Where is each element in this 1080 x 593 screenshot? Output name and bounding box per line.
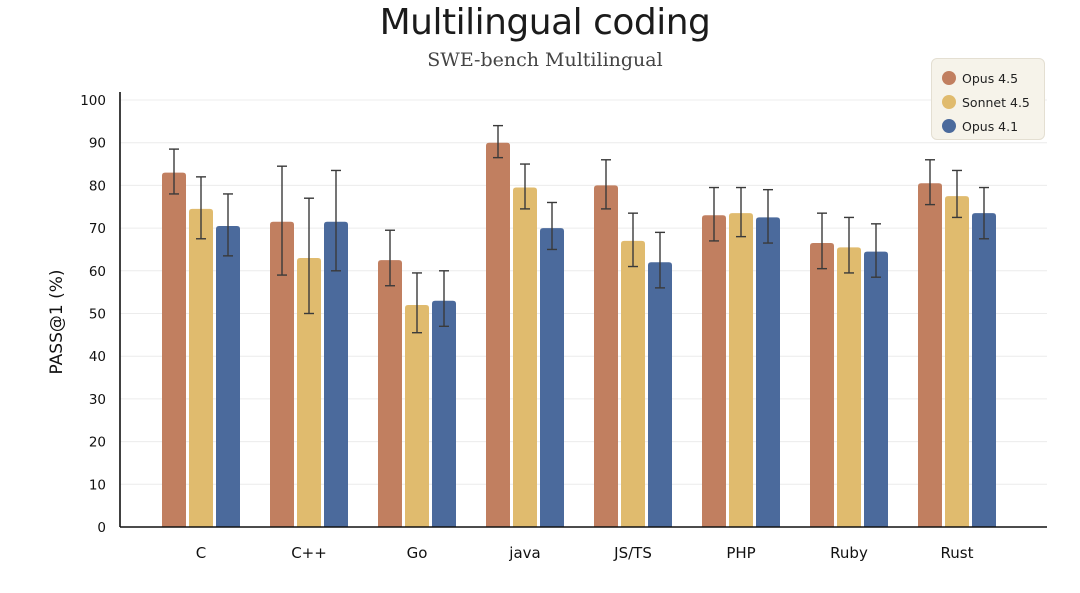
error-bar-java-opus-4-5 xyxy=(493,124,503,159)
error-bar-cplusplus-sonnet-4-5 xyxy=(304,197,314,315)
error-bar-go-sonnet-4-5 xyxy=(412,272,422,334)
error-bar-c-sonnet-4-5 xyxy=(196,176,206,240)
y-tick-label: 0 xyxy=(97,520,106,536)
x-tick-labels: C C++ Go java JS/TS PHP Ruby Rust xyxy=(196,544,974,562)
bar-java-sonnet-4-5 xyxy=(513,187,537,527)
x-tick-label-ruby: Ruby xyxy=(830,544,868,562)
y-axis-label: PASS@1 (%) xyxy=(47,269,67,374)
error-bar-c-opus-4-1 xyxy=(223,193,233,257)
bar-cplusplus-opus-4-5 xyxy=(270,221,294,527)
bar-c-opus-4-1 xyxy=(216,225,240,527)
bar-go-opus-4-1 xyxy=(432,300,456,527)
bar-cplusplus-sonnet-4-5 xyxy=(297,257,321,527)
error-bar-ruby-sonnet-4-5 xyxy=(844,216,854,274)
error-bar-go-opus-4-1 xyxy=(439,270,449,328)
bar-php-opus-4-5 xyxy=(702,215,726,528)
y-tick-labels: 0 10 20 30 40 50 60 70 80 90 100 xyxy=(80,93,106,536)
error-bar-js-ts-sonnet-4-5 xyxy=(628,212,638,268)
error-bar-go-opus-4-5 xyxy=(385,229,395,287)
error-bars xyxy=(169,124,989,334)
bar-rust-opus-4-1 xyxy=(972,213,996,527)
chart-subtitle: SWE-bench Multilingual xyxy=(427,49,663,71)
x-tick-label-java: java xyxy=(508,544,540,562)
bar-ruby-opus-4-1 xyxy=(864,251,888,527)
bar-js-ts-opus-4-5 xyxy=(594,185,618,527)
legend: Opus 4.5 Sonnet 4.5 Opus 4.1 xyxy=(931,58,1045,140)
legend-swatch-sonnet-4-5 xyxy=(942,95,956,109)
bar-js-ts-sonnet-4-5 xyxy=(621,240,645,527)
x-tick-label-php: PHP xyxy=(726,544,755,562)
bars xyxy=(162,142,996,528)
error-bar-php-opus-4-1 xyxy=(763,188,773,244)
y-tick-label: 90 xyxy=(89,136,106,152)
error-bar-ruby-opus-4-5 xyxy=(817,212,827,270)
bar-rust-sonnet-4-5 xyxy=(945,196,969,527)
bar-java-opus-4-1 xyxy=(540,228,564,527)
y-tick-label: 60 xyxy=(89,264,106,280)
error-bar-rust-sonnet-4-5 xyxy=(952,169,962,219)
legend-item-opus-4-1: Opus 4.1 xyxy=(942,114,1044,138)
error-bar-c-opus-4-5 xyxy=(169,148,179,195)
error-bar-java-sonnet-4-5 xyxy=(520,163,530,210)
legend-swatch-opus-4-1 xyxy=(942,119,956,133)
bar-ruby-sonnet-4-5 xyxy=(837,247,861,527)
bar-js-ts-opus-4-1 xyxy=(648,262,672,527)
error-bar-cplusplus-opus-4-5 xyxy=(277,165,287,276)
bar-c-opus-4-5 xyxy=(162,172,186,527)
x-tick-label-rust: Rust xyxy=(941,544,974,562)
error-bar-php-sonnet-4-5 xyxy=(736,186,746,238)
x-tick-label-go: Go xyxy=(407,544,428,562)
x-tick-label-cplusplus: C++ xyxy=(291,544,327,562)
x-tick-label-c: C xyxy=(196,544,206,562)
bar-php-sonnet-4-5 xyxy=(729,213,753,527)
bar-go-sonnet-4-5 xyxy=(405,304,429,527)
legend-item-opus-4-5: Opus 4.5 xyxy=(942,66,1044,90)
error-bar-cplusplus-opus-4-1 xyxy=(331,169,341,272)
y-tick-label: 70 xyxy=(89,221,106,237)
x-tick-label-js-ts: JS/TS xyxy=(613,544,652,562)
bar-rust-opus-4-5 xyxy=(918,183,942,527)
gridlines xyxy=(120,99,1047,485)
bar-c-sonnet-4-5 xyxy=(189,208,213,527)
chart-title: Multilingual coding xyxy=(379,2,711,43)
legend-item-sonnet-4-5: Sonnet 4.5 xyxy=(942,90,1044,114)
error-bar-java-opus-4-1 xyxy=(547,201,557,251)
error-bar-ruby-opus-4-1 xyxy=(871,223,881,278)
y-tick-label: 80 xyxy=(89,178,106,194)
legend-label: Opus 4.5 xyxy=(962,70,1019,86)
legend-label: Sonnet 4.5 xyxy=(962,94,1030,110)
legend-swatch-opus-4-5 xyxy=(942,71,956,85)
legend-label: Opus 4.1 xyxy=(962,118,1019,134)
y-tick-label: 100 xyxy=(80,93,106,109)
y-tick-label: 20 xyxy=(89,435,106,451)
y-tick-label: 10 xyxy=(89,477,106,493)
y-tick-label: 30 xyxy=(89,392,106,408)
axes xyxy=(119,92,1047,528)
error-bar-rust-opus-4-5 xyxy=(925,159,935,206)
bar-php-opus-4-1 xyxy=(756,217,780,528)
error-bar-js-ts-opus-4-5 xyxy=(601,159,611,210)
error-bar-rust-opus-4-1 xyxy=(979,186,989,240)
bar-go-opus-4-5 xyxy=(378,260,402,527)
error-bar-php-opus-4-5 xyxy=(709,186,719,242)
bar-cplusplus-opus-4-1 xyxy=(324,221,348,527)
y-tick-label: 40 xyxy=(89,349,106,365)
bar-java-opus-4-5 xyxy=(486,142,510,527)
y-tick-label: 50 xyxy=(89,307,106,323)
error-bar-js-ts-opus-4-1 xyxy=(655,231,665,289)
bar-ruby-opus-4-5 xyxy=(810,243,834,528)
